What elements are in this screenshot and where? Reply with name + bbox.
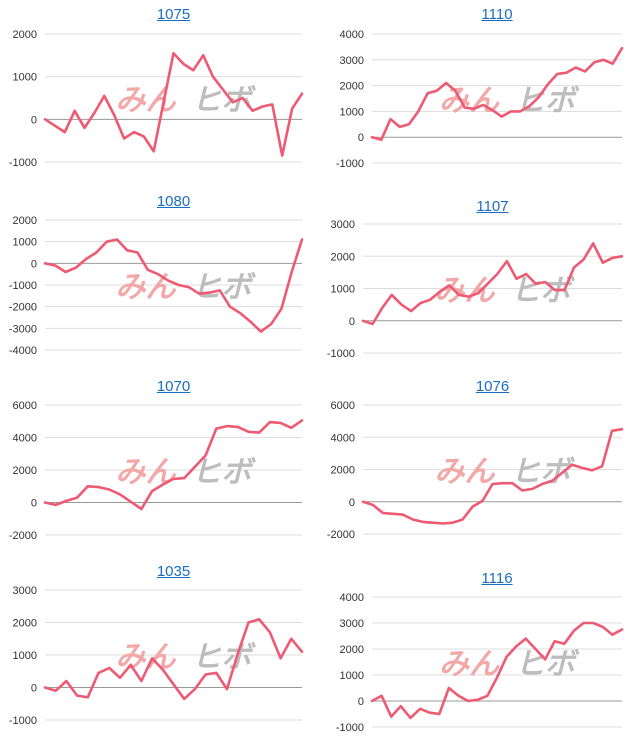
y-tick-label: -3000 xyxy=(9,323,37,335)
watermark-left: みん xyxy=(435,274,496,309)
y-tick-label: 1000 xyxy=(331,284,355,296)
y-tick-label: 6000 xyxy=(13,400,37,412)
chart-title-link[interactable]: 1110 xyxy=(372,6,622,23)
chart-title-link[interactable]: 1070 xyxy=(45,378,302,395)
chart-title-link[interactable]: 1116 xyxy=(372,570,622,587)
watermark-left: みん xyxy=(439,647,500,682)
y-tick-label: 2000 xyxy=(340,81,364,93)
watermark-left: みん xyxy=(116,270,177,305)
y-tick-label: 2000 xyxy=(331,251,355,263)
y-tick-label: 2000 xyxy=(13,215,37,227)
series-line xyxy=(45,240,302,332)
y-tick-label: -1000 xyxy=(9,157,37,169)
chart-title-link[interactable]: 1107 xyxy=(363,198,622,215)
line-chart: -4000-3000-2000-1000010002000みん ヒボ xyxy=(0,0,640,745)
y-tick-label: 0 xyxy=(31,258,37,270)
line-chart: -20000200040006000みん ヒボ xyxy=(0,0,640,745)
y-tick-label: 1000 xyxy=(13,237,37,249)
y-tick-label: 1000 xyxy=(340,670,364,682)
watermark-right: ヒボ xyxy=(515,647,580,682)
series-line xyxy=(45,420,302,509)
chart-title-link[interactable]: 1076 xyxy=(363,378,622,395)
y-tick-label: 2000 xyxy=(340,644,364,656)
y-tick-label: 2000 xyxy=(13,29,37,41)
y-tick-label: 1000 xyxy=(340,106,364,118)
y-tick-label: -1000 xyxy=(9,280,37,292)
y-tick-label: -2000 xyxy=(327,529,355,541)
y-tick-label: 0 xyxy=(31,498,37,510)
y-tick-label: -1000 xyxy=(9,715,37,727)
watermark-right: ヒボ xyxy=(192,270,257,305)
series-line xyxy=(363,243,622,324)
line-chart: -10000100020003000みん ヒボ xyxy=(0,0,640,745)
watermark-left: みん xyxy=(116,455,177,490)
line-chart: -100001000200030004000みん ヒボ xyxy=(0,0,640,745)
watermark-right: ヒボ xyxy=(192,640,257,675)
y-tick-label: -1000 xyxy=(336,722,364,734)
line-chart: -10000100020003000みん ヒボ xyxy=(0,0,640,745)
series-line xyxy=(45,619,302,699)
watermark-right: ヒボ xyxy=(192,83,257,118)
chart-title-link[interactable]: 1075 xyxy=(45,6,302,23)
watermark-right: ヒボ xyxy=(192,455,257,490)
watermark-right: ヒボ xyxy=(511,455,576,490)
y-tick-label: -2000 xyxy=(9,530,37,542)
y-tick-label: 2000 xyxy=(331,465,355,477)
watermark-right: ヒボ xyxy=(515,84,580,119)
y-tick-label: 3000 xyxy=(340,618,364,630)
y-tick-label: 3000 xyxy=(13,585,37,597)
y-tick-label: 0 xyxy=(349,316,355,328)
watermark-left: みん xyxy=(439,84,500,119)
line-chart: -20000200040006000みん ヒボ xyxy=(0,0,640,745)
line-chart: -100001000200030004000みん ヒボ xyxy=(0,0,640,745)
y-tick-label: 4000 xyxy=(340,592,364,604)
y-tick-label: 1000 xyxy=(13,72,37,84)
series-line xyxy=(372,623,622,718)
y-tick-label: 1000 xyxy=(13,650,37,662)
y-tick-label: 0 xyxy=(349,497,355,509)
y-tick-label: 4000 xyxy=(13,433,37,445)
watermark-right: ヒボ xyxy=(511,274,576,309)
y-tick-label: 6000 xyxy=(331,400,355,412)
line-chart: -1000010002000みん ヒボ xyxy=(0,0,640,745)
y-tick-label: 4000 xyxy=(331,432,355,444)
y-tick-label: 2000 xyxy=(13,618,37,630)
y-tick-label: -4000 xyxy=(9,345,37,357)
y-tick-label: 0 xyxy=(31,683,37,695)
chart-title-link[interactable]: 1080 xyxy=(45,193,302,210)
chart-title-link[interactable]: 1035 xyxy=(45,563,302,580)
watermark-left: みん xyxy=(116,83,177,118)
y-tick-label: 0 xyxy=(358,132,364,144)
series-line xyxy=(45,53,302,155)
y-tick-label: 0 xyxy=(31,114,37,126)
watermark-left: みん xyxy=(116,640,177,675)
y-tick-label: -2000 xyxy=(9,302,37,314)
y-tick-label: 0 xyxy=(358,696,364,708)
watermark-left: みん xyxy=(435,455,496,490)
y-tick-label: -1000 xyxy=(336,158,364,170)
series-line xyxy=(363,429,622,523)
y-tick-label: 3000 xyxy=(331,219,355,231)
y-tick-label: 2000 xyxy=(13,465,37,477)
y-tick-label: 4000 xyxy=(340,29,364,41)
y-tick-label: -1000 xyxy=(327,348,355,360)
series-line xyxy=(372,48,622,140)
y-tick-label: 3000 xyxy=(340,55,364,67)
